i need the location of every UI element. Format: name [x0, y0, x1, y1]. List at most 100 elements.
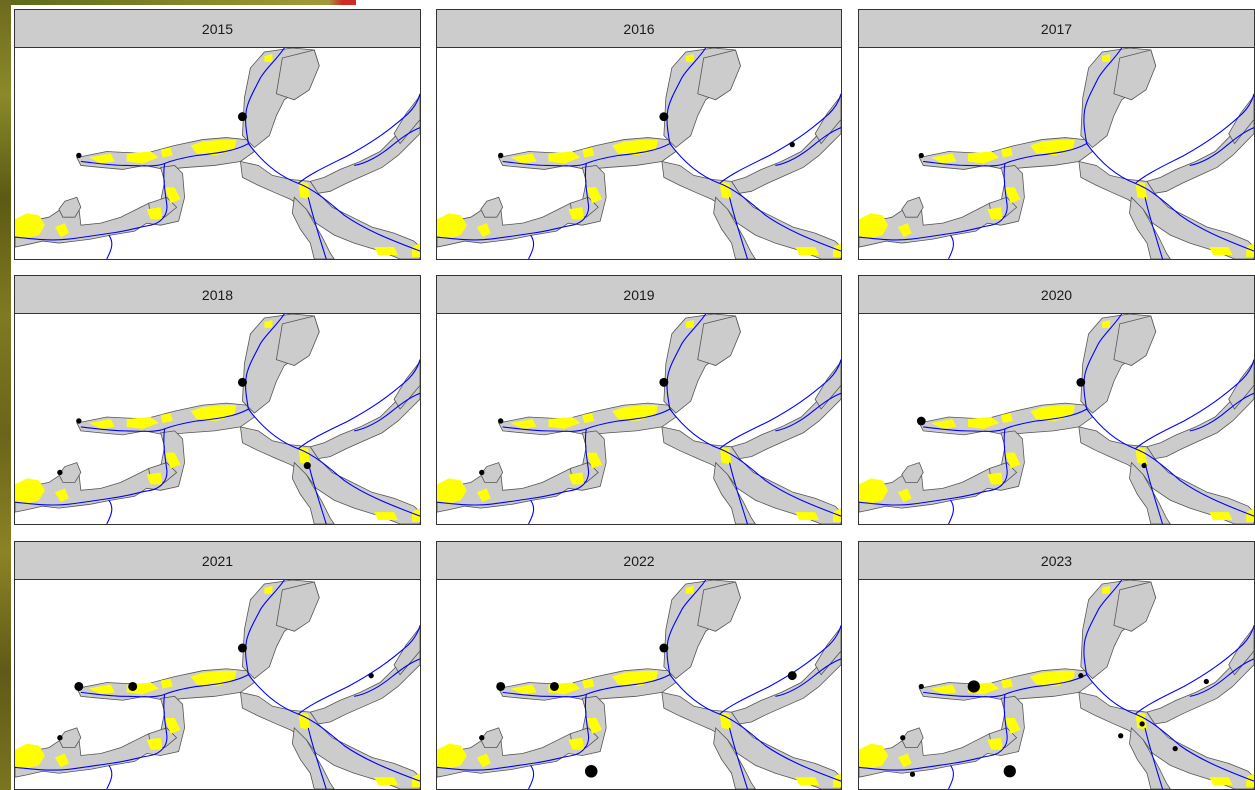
river-line [1083, 580, 1123, 675]
land-polygon [275, 581, 320, 632]
wetland-patch [146, 472, 163, 485]
occurrence-point-F [479, 469, 485, 476]
occurrence-point-H [303, 461, 311, 470]
wetland-patch [264, 319, 273, 328]
wetland-patch [126, 417, 159, 429]
river-line [1144, 197, 1164, 259]
wetland-patch [437, 213, 467, 240]
wetland-patch [437, 743, 467, 770]
wetland-patch [685, 53, 694, 62]
wetland-patches [437, 319, 841, 523]
occurrence-points [916, 377, 1147, 469]
river-line [666, 48, 707, 144]
land-polygon [1146, 102, 1254, 194]
occurrence-point-E [584, 764, 598, 778]
occurrence-point-L [909, 771, 916, 777]
river-line [859, 694, 1008, 771]
land-polygon [275, 315, 320, 366]
facet-strip-label: 2023 [858, 541, 1255, 580]
occurrence-point-A [497, 152, 504, 159]
river-line [247, 408, 420, 517]
occurrence-points [57, 377, 311, 476]
occurrence-points [57, 643, 374, 741]
wetland-patch [930, 153, 957, 164]
river-line [106, 234, 113, 259]
wetland-patch [510, 153, 537, 164]
river-line [1086, 674, 1254, 782]
land-polygon [697, 581, 741, 632]
river-line [775, 127, 841, 166]
land-polygon [697, 49, 741, 101]
map-svg [15, 48, 420, 259]
wetland-patches [15, 585, 420, 788]
map-svg [859, 314, 1254, 524]
land-polygon [291, 196, 335, 259]
occurrence-point-B [659, 112, 669, 122]
wetland-patch [719, 446, 732, 465]
wetland-patch [568, 207, 585, 220]
map-svg [15, 580, 420, 789]
land-polygon [1129, 196, 1171, 259]
river-line [528, 765, 535, 789]
river-lines [859, 580, 1254, 789]
wetland-patch [88, 153, 115, 164]
land-polygon [730, 634, 841, 725]
wetland-patch [15, 213, 45, 240]
facet-map [14, 47, 421, 260]
wetland-patch [164, 718, 181, 734]
occurrence-point-K [787, 671, 797, 681]
river-line [15, 694, 168, 771]
land-polygon [58, 462, 82, 483]
wetland-patch [859, 213, 889, 240]
occurrence-point-I [1118, 733, 1124, 739]
river-line [354, 658, 420, 697]
land-polygon [239, 426, 420, 524]
wetland-patch [164, 452, 181, 469]
land-polygon [713, 461, 756, 524]
land-polygon [309, 368, 420, 460]
occurrence-point-A [916, 416, 926, 426]
occurrence-point-E [1003, 765, 1016, 778]
occurrence-point-A [918, 683, 924, 690]
occurrence-point-K [368, 672, 374, 679]
river-line [297, 359, 420, 450]
wetland-patch [160, 678, 173, 689]
wetland-patch [15, 743, 45, 770]
occurrence-points [900, 673, 1209, 778]
occurrence-point-A [74, 681, 84, 691]
river-line [1086, 408, 1254, 517]
wetland-patch [1102, 53, 1111, 62]
occurrence-point-A [497, 418, 504, 424]
river-lines [15, 48, 420, 259]
occurrence-point-B [237, 377, 247, 387]
land-polygon [661, 691, 841, 789]
wetland-patch [476, 488, 491, 503]
wetland-patch [298, 446, 311, 465]
wetland-patch [264, 53, 273, 62]
land-polygon [1113, 581, 1157, 632]
river-line [245, 48, 285, 144]
facet-strip-label: 2017 [858, 9, 1255, 48]
river-line [1134, 359, 1254, 450]
background-photo-strip [0, 0, 11, 790]
occurrence-point-C [967, 680, 980, 693]
river-line [775, 392, 841, 432]
land-polygon [730, 102, 841, 194]
wetland-patch [987, 207, 1003, 220]
facet-map [436, 313, 842, 525]
river-line [15, 163, 168, 241]
map-svg [437, 580, 841, 789]
wetland-patch [510, 419, 537, 429]
land-polygons [859, 314, 1254, 524]
facet-panel-2017: 2017 [858, 9, 1255, 260]
river-line [1134, 93, 1254, 184]
river-line [666, 314, 707, 410]
occurrence-point-A [496, 681, 506, 691]
facet-map [858, 313, 1255, 525]
occurrence-point-B [659, 643, 669, 653]
land-polygon [58, 196, 82, 218]
land-polygon [480, 196, 504, 218]
land-polygon [1113, 49, 1157, 101]
river-line [669, 408, 841, 517]
facet-map [14, 313, 421, 525]
